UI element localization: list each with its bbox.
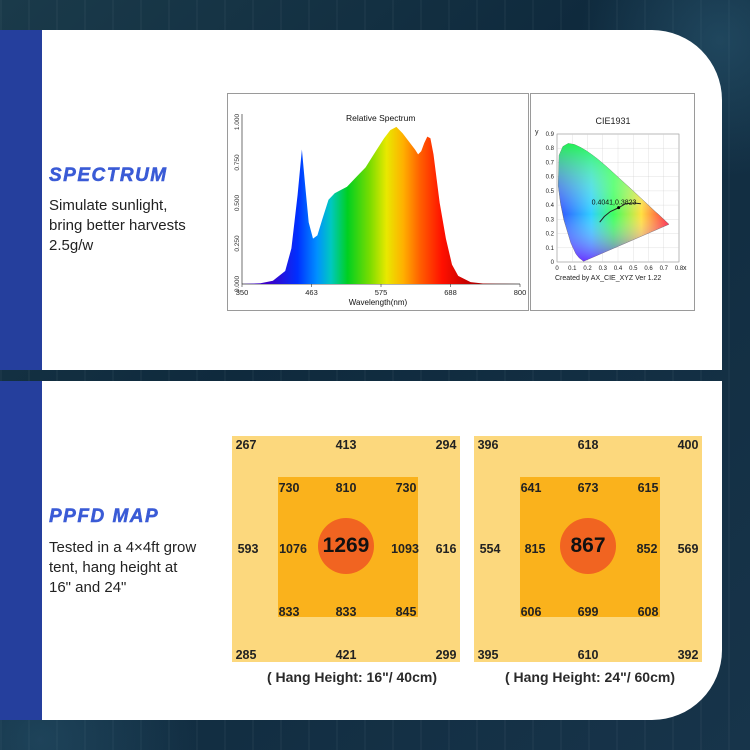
ppfd-map-24in: 867 396 618 400 395 610 392 554 569 641 673 615 606 6… [474,436,702,662]
ppfd-outer-value: 413 [335,438,357,452]
spectrum-y-tick-label: 0.250 [234,235,241,252]
cie-y-tick-label: 0.7 [546,160,555,166]
cie-y-axis-name: y [535,129,539,136]
ppfd-center-value: 867 [560,518,616,574]
cie-chart-title: CIE1931 [595,116,630,126]
spectrum-chart-title: Relative Spectrum [346,113,415,123]
cie-y-tick-label: 0.1 [546,246,555,252]
ppfd-outer-value: 593 [237,542,259,556]
accent-stripe [0,381,42,720]
cie1931-chart: CIE1931 0 0.1 0.2 0.3 0.4 0.5 0.6 0.7 0.8 0 0.1 0.2… [530,93,695,311]
cie-horseshoe-shade [558,143,669,262]
spectrum-title: SPECTRUM [49,165,168,187]
spectrum-y-tick-label: 0.500 [234,194,241,211]
ppfd-inner-value: 730 [278,481,300,495]
spectrum-y-tick-label: 0.750 [234,154,241,171]
cie-footer: Created by AX_CIE_XYZ Ver 1.22 [555,275,661,282]
cie-x-tick-label: 0.2 [583,266,592,272]
ppfd-outer-value: 610 [577,648,599,662]
hang-height-caption-24: ( Hang Height: 24"/ 60cm) [504,669,675,685]
relative-spectrum-chart: 0.000 0.250 0.500 0.750 1.000 350 463 575 688 800… [227,93,529,311]
cie-y-tick-label: 0 [551,260,555,266]
spectrum-x-tick-label: 688 [444,288,457,297]
ppfd-outer-value: 267 [235,438,257,452]
ppfd-center-value: 1269 [318,518,374,574]
spectrum-y-tick-label: 0.000 [234,275,241,292]
ppfd-outer-value: 616 [435,542,457,556]
ppfd-inner-value: 1076 [279,542,307,556]
spectrum-x-tick-label: 463 [305,288,318,297]
spectrum-x-label: Wavelength(nm) [349,298,408,307]
ppfd-inner-value: 815 [524,542,546,556]
ppfd-inner-value: 641 [520,481,542,495]
ppfd-description: Tested in a 4×4ft grow tent, hang height… [49,539,197,596]
cie-y-tick-label: 0.2 [546,232,555,238]
ppfd-outer-value: 396 [477,438,499,452]
spectrum-y-tick-label: 1.000 [234,113,241,130]
ppfd-outer-value: 554 [479,542,501,556]
cie-x-tick-label: 0.6 [644,266,653,272]
cie-y-tick-label: 0.3 [546,217,555,223]
ppfd-outer-value: 285 [235,648,257,662]
ppfd-inner-value: 615 [637,481,659,495]
cie-y-tick-label: 0.6 [546,175,555,181]
cie-y-tick-label: 0.9 [546,132,555,138]
hang-height-caption-16: ( Hang Height: 16"/ 40cm) [266,669,437,685]
cie-x-tick-label: 0.7 [660,266,669,272]
cie-x-tick-label: 0.8 [675,266,684,272]
cie-x-tick-label: 0.4 [614,266,623,272]
ppfd-inner-value: 845 [395,605,417,619]
cie-y-tick-label: 0.4 [546,203,555,209]
ppfd-outer-value: 421 [335,648,357,662]
spectrum-description: Simulate sunlight, bring better harvests… [49,197,186,254]
ppfd-outer-value: 395 [477,648,499,662]
ppfd-outer-value: 392 [677,648,699,662]
cie-x-tick-label: 0.3 [599,266,608,272]
spectrum-x-tick-label: 350 [236,288,249,297]
ppfd-outer-value: 294 [435,438,457,452]
cie-x-tick-label: 0.1 [568,266,577,272]
ppfd-inner-value: 833 [335,605,357,619]
cie-y-tick-label: 0.8 [546,146,555,152]
ppfd-outer-value: 618 [577,438,599,452]
cie-svg: CIE1931 0 0.1 0.2 0.3 0.4 0.5 0.6 0.7 0.8 0 0.1 0.2… [535,116,687,282]
ppfd-inner-value: 673 [577,481,599,495]
ppfd-inner-value: 810 [335,481,357,495]
ppfd-inner-value: 852 [636,542,658,556]
cie-x-axis-name: x [683,265,687,272]
spectrum-x-tick-label: 800 [514,288,527,297]
ppfd-inner-value: 730 [395,481,417,495]
ppfd-outer-value: 299 [435,648,457,662]
spectrum-svg: 0.000 0.250 0.500 0.750 1.000 350 463 575 688 800… [234,113,527,307]
cie-x-tick-label: 0.5 [629,266,638,272]
ppfd-inner-value: 1093 [391,542,419,556]
ppfd-map-16in: 1269 267 413 294 285 421 299 593 616 730 810 730 833… [232,436,460,662]
ppfd-inner-value: 699 [577,605,599,619]
ppfd-outer-value: 569 [677,542,699,556]
ppfd-title: PPFD MAP [49,506,160,528]
spectrum-area [242,126,520,285]
ppfd-inner-value: 608 [637,605,659,619]
cie-y-tick-label: 0.5 [546,189,555,195]
cie-point [617,206,621,210]
accent-stripe [0,30,42,370]
ppfd-inner-value: 606 [520,605,542,619]
ppfd-outer-value: 400 [677,438,699,452]
cie-x-tick-label: 0 [555,266,559,272]
spectrum-x-tick-label: 575 [375,288,388,297]
ppfd-inner-value: 833 [278,605,300,619]
cie-point-label: 0.4041,0.3823 [592,200,637,207]
